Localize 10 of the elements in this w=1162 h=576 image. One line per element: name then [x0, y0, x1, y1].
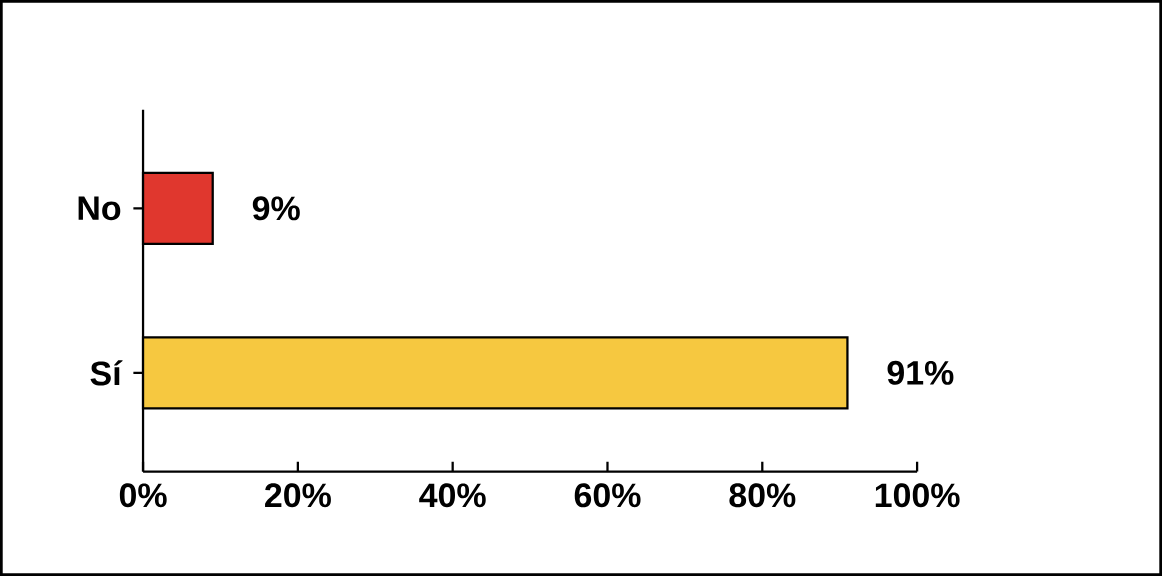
- y-tick-label: Sí: [90, 360, 123, 386]
- x-tick-label: 20%: [265, 483, 331, 508]
- x-tick-label: 40%: [419, 483, 486, 508]
- x-tick-label: 100%: [875, 483, 960, 508]
- x-tick-label: 80%: [729, 483, 796, 508]
- data-label: 9%: [252, 196, 300, 221]
- x-tick-label: 0%: [119, 483, 167, 508]
- data-label: 91%: [887, 360, 954, 385]
- y-tick-label: No: [78, 196, 121, 221]
- x-tick-label: 60%: [574, 483, 641, 508]
